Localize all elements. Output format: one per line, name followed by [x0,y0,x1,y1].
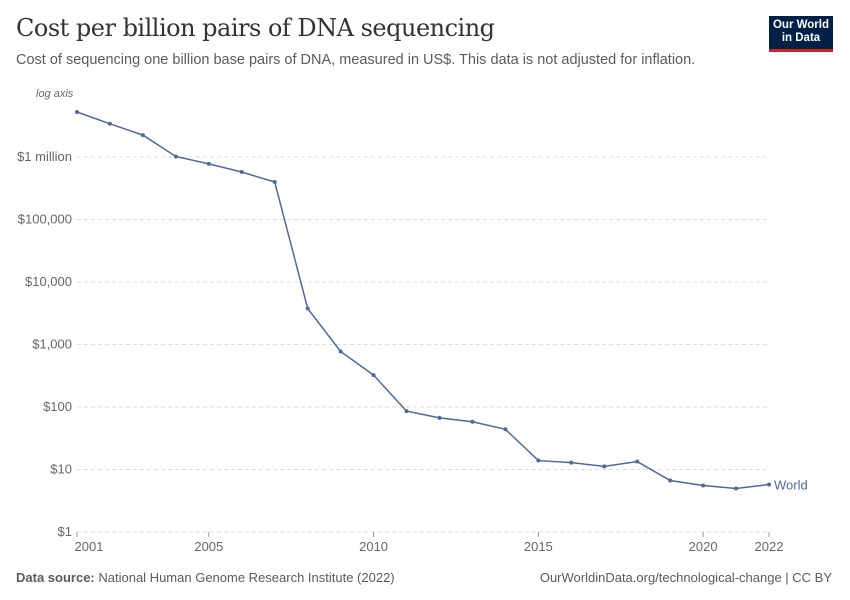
footer-url[interactable]: OurWorldinData.org/technological-change … [539,570,832,585]
data-point [503,427,508,432]
data-point [107,121,112,126]
x-tick-label: 2022 [755,539,784,554]
chart-title: Cost per billion pairs of DNA sequencing [16,14,495,42]
source-label: Data source: [16,570,95,585]
y-tick-label: $1,000 [32,337,72,352]
x-tick-label: 2015 [524,539,553,554]
data-point [239,170,244,175]
y-tick-label: $100 [43,399,72,414]
data-point [635,459,640,464]
data-point [272,180,277,185]
y-tick-label: $10,000 [25,274,72,289]
x-tick-label: 2005 [194,539,223,554]
x-tick-label: 2020 [689,539,718,554]
log-axis-note: log axis [36,88,74,100]
data-point [536,458,541,463]
data-point [404,409,409,414]
data-point [437,415,442,420]
data-point [701,483,706,488]
x-tick-label: 2010 [359,539,388,554]
y-tick-label: $1 [58,524,72,539]
data-point [668,478,673,483]
data-point [338,349,343,354]
data-point [206,161,211,166]
owid-logo[interactable]: Our World in Data [769,16,833,52]
x-tick-label: 2001 [75,539,104,554]
y-tick-label: $10 [50,462,72,477]
data-point [569,460,574,465]
data-point [602,464,607,469]
logo-text: Our World in Data [772,19,829,44]
source-text: National Human Genome Research Institute… [98,570,395,585]
data-source: Data source: National Human Genome Resea… [16,570,395,585]
data-point [767,482,771,487]
data-point [140,133,145,138]
data-point [734,486,739,491]
data-point [173,154,178,159]
series-label: World [774,478,808,493]
data-point [470,419,475,424]
data-point [305,306,310,311]
chart-subtitle: Cost of sequencing one billion base pair… [16,52,696,68]
series-line-world [76,111,770,490]
y-tick-label: $100,000 [18,212,72,227]
y-tick-label: $1 million [17,149,72,164]
data-point [75,109,79,114]
data-point [371,373,376,378]
